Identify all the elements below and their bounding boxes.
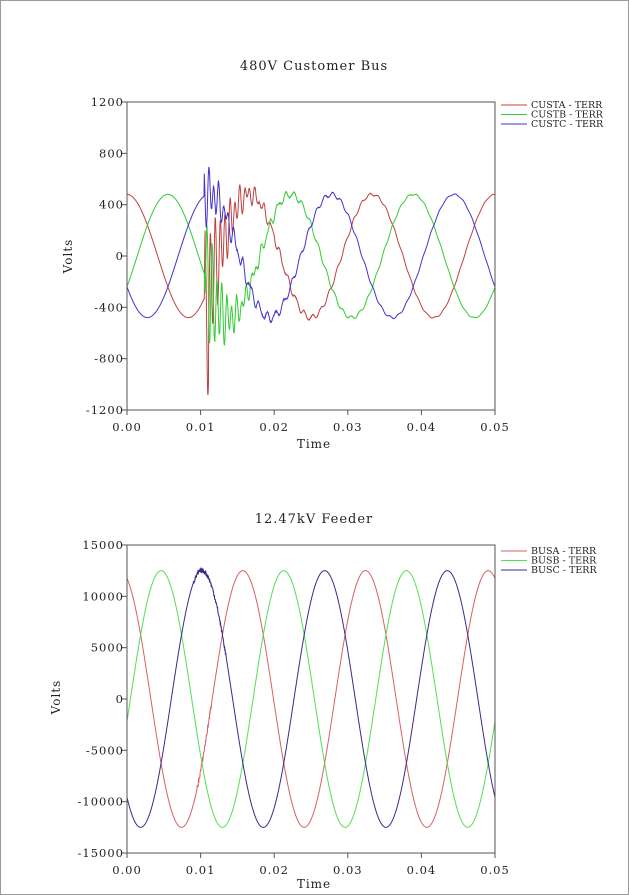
y-tick-label: 0 — [116, 249, 124, 263]
series-line-custb — [126, 190, 496, 346]
y-tick-label: 1200 — [91, 95, 124, 109]
series-group — [126, 166, 496, 396]
x-axis-label: Time — [297, 437, 331, 451]
plot-area-border — [126, 544, 496, 854]
series-group — [126, 566, 496, 828]
x-tick-label: 0.03 — [333, 863, 363, 877]
plot-area-border — [126, 101, 496, 411]
x-tick-label: 0.04 — [407, 420, 437, 434]
axis-ticks: 0.00 0.01 0.02 0.03 0.04 0.05 15000 10000 5000 0 -… — [78, 538, 510, 877]
x-tick-label: 0.01 — [186, 863, 216, 877]
y-tick-label: -800 — [94, 352, 124, 366]
chart-12-47kv-feeder: 12.47kV Feeder Time Volts 0.00 0.01 0.02 0.… — [49, 512, 597, 891]
x-tick-label: 0.00 — [112, 863, 142, 877]
legend-label: CUSTB - TERR — [531, 110, 604, 121]
y-tick-label: 15000 — [82, 538, 124, 552]
x-tick-label: 0.03 — [333, 420, 363, 434]
series-line-busc — [126, 566, 496, 828]
chart-480v-customer-bus: 480V Customer Bus Time Volts 0.00 0.01 0.0… — [61, 59, 604, 451]
legend-label: BUSC - TERR — [531, 565, 597, 576]
y-axis-label: Volts — [61, 239, 75, 275]
series-line-custc — [126, 166, 496, 324]
y-tick-label: -15000 — [78, 846, 124, 860]
legend-label: BUSA - TERR — [531, 546, 597, 557]
y-axis-label: Volts — [49, 680, 63, 716]
series-line-busb — [126, 570, 496, 828]
x-tick-label: 0.05 — [480, 420, 510, 434]
y-tick-label: 10000 — [82, 589, 124, 603]
x-tick-label: 0.00 — [112, 420, 142, 434]
axis-ticks: 0.00 0.01 0.02 0.03 0.04 0.05 1200 800 400 0 -400 -… — [86, 95, 510, 434]
y-tick-label: 0 — [116, 692, 124, 706]
series-line-custa — [127, 184, 496, 396]
chart-title: 12.47kV Feeder — [255, 512, 374, 527]
legend-label: BUSB - TERR — [531, 556, 597, 567]
y-tick-label: 5000 — [91, 641, 124, 655]
y-tick-label: 800 — [99, 146, 124, 160]
y-tick-label: 400 — [99, 198, 124, 212]
y-tick-label: -5000 — [86, 743, 124, 757]
x-tick-label: 0.04 — [407, 863, 437, 877]
x-tick-label: 0.02 — [259, 420, 289, 434]
y-tick-label: -1200 — [86, 403, 124, 417]
chart-title: 480V Customer Bus — [240, 59, 388, 74]
y-tick-label: -400 — [94, 300, 124, 314]
legend-label: CUSTC - TERR — [531, 119, 604, 130]
series-line-busa — [126, 570, 496, 828]
legend-label: CUSTA - TERR — [531, 100, 603, 111]
x-tick-label: 0.02 — [259, 863, 289, 877]
x-tick-label: 0.05 — [480, 863, 510, 877]
y-tick-label: -10000 — [78, 795, 124, 809]
x-axis-label: Time — [297, 877, 331, 891]
x-tick-label: 0.01 — [186, 420, 216, 434]
